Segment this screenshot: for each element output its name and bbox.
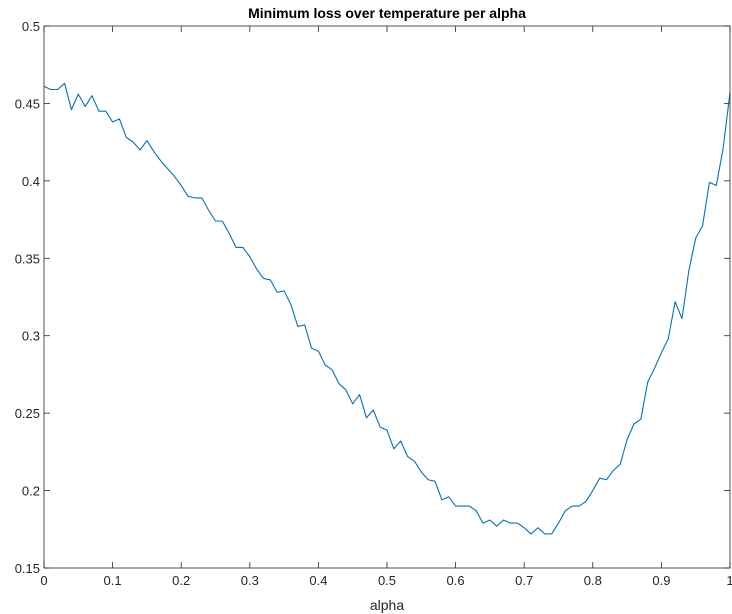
y-tick-label: 0.45 bbox=[15, 96, 40, 111]
y-tick-label: 0.4 bbox=[22, 174, 40, 189]
x-tick-label: 0.7 bbox=[515, 573, 533, 588]
x-tick-label: 0.1 bbox=[104, 573, 122, 588]
x-tick-label: 1 bbox=[726, 573, 732, 588]
series-line bbox=[43, 82, 731, 535]
y-tick-label: 0.5 bbox=[22, 19, 40, 34]
chart-title: Minimum loss over temperature per alpha bbox=[248, 5, 526, 21]
y-tick-label: 0.3 bbox=[22, 329, 40, 344]
x-tick-label: 0.9 bbox=[652, 573, 670, 588]
series-layer bbox=[43, 82, 731, 535]
y-tick-label: 0.25 bbox=[15, 406, 40, 421]
x-tick-label: 0.4 bbox=[309, 573, 327, 588]
x-tick-label: 0.3 bbox=[241, 573, 259, 588]
y-tick-label: 0.15 bbox=[15, 561, 40, 576]
x-axis-label: alpha bbox=[370, 597, 404, 613]
y-tick-label: 0.35 bbox=[15, 251, 40, 266]
x-tick-label: 0.5 bbox=[378, 573, 396, 588]
plot-area bbox=[44, 26, 730, 568]
y-tick-label: 0.2 bbox=[22, 484, 40, 499]
axes-box bbox=[43, 25, 731, 569]
x-tick-label: 0.6 bbox=[447, 573, 465, 588]
x-tick-label: 0.2 bbox=[172, 573, 190, 588]
x-tick-label: 0 bbox=[40, 573, 47, 588]
ticks-layer: 0 0.1 0.2 0.3 0.4 0.5 0.6 0.7 0.8 0.9 1 0.15 0.2 0.25… bbox=[15, 19, 732, 588]
x-tick-label: 0.8 bbox=[584, 573, 602, 588]
